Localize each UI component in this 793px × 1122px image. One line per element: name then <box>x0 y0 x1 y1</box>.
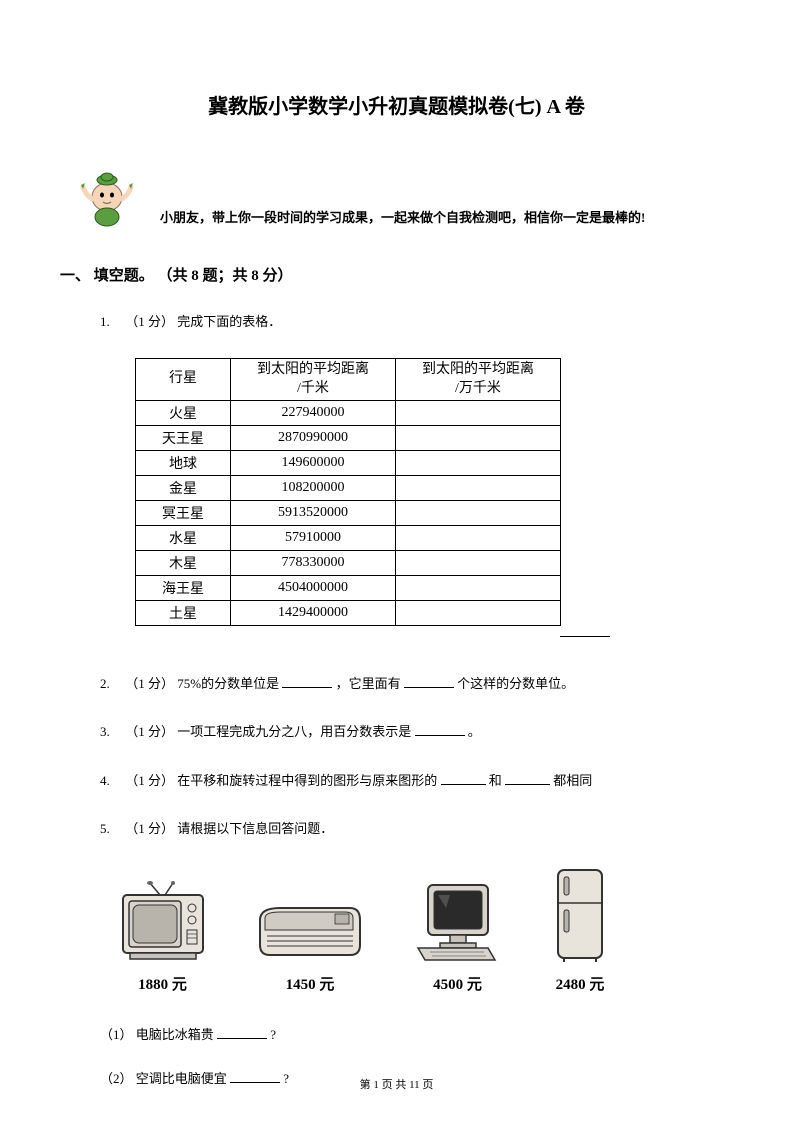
table-row: 冥王星5913520000 <box>136 500 561 525</box>
ac-price: 1450 元 <box>286 973 335 994</box>
sq1-text-a: 电脑比冰箱贵 <box>136 1027 214 1042</box>
table-trailing-blank <box>560 636 610 637</box>
blank-input[interactable] <box>404 674 454 688</box>
th-wkm: 到太阳的平均距离 /万千米 <box>396 359 561 400</box>
q4-text-c: 都相同 <box>553 773 592 788</box>
table-row: 水星57910000 <box>136 525 561 550</box>
q5-points: （1 分） <box>125 821 174 836</box>
q5-num: 5. <box>100 817 122 840</box>
tv-price: 1880 元 <box>138 973 187 994</box>
pc-icon <box>410 880 505 965</box>
product-row: 1880 元 1450 元 4500 元 <box>115 865 723 994</box>
fridge-icon <box>550 865 610 965</box>
blank-input[interactable] <box>505 771 550 785</box>
table-row: 地球149600000 <box>136 450 561 475</box>
q4-num: 4. <box>100 769 122 792</box>
question-5: 5. （1 分） 请根据以下信息回答问题． <box>100 817 723 840</box>
q2-text-b: ，它里面有 <box>336 676 401 691</box>
sq1-label: （1） <box>100 1027 133 1042</box>
mascot-icon <box>80 169 135 229</box>
planet-table: 行星 到太阳的平均距离 /千米 到太阳的平均距离 /万千米 火星22794000… <box>135 358 561 625</box>
q1-points: （1 分） <box>125 314 174 329</box>
q1-text: 完成下面的表格． <box>177 314 281 329</box>
section-heading: 一、 填空题。 （共 8 题；共 8 分） <box>60 264 723 285</box>
question-3: 3. （1 分） 一项工程完成九分之八，用百分数表示是 。 <box>100 720 723 743</box>
intro-row: 小朋友，带上你一段时间的学习成果，一起来做个自我检测吧，相信你一定是最棒的! <box>70 169 723 229</box>
q3-text-a: 一项工程完成九分之八，用百分数表示是 <box>177 724 411 739</box>
tv-icon <box>115 880 210 965</box>
sq1-text-b: ? <box>270 1027 276 1042</box>
q2-num: 2. <box>100 672 122 695</box>
blank-input[interactable] <box>415 722 465 736</box>
th-km: 到太阳的平均距离 /千米 <box>231 359 396 400</box>
q3-text-b: 。 <box>468 724 481 739</box>
blank-input[interactable] <box>217 1025 267 1039</box>
table-row: 土星1429400000 <box>136 600 561 625</box>
q4-text-b: 和 <box>489 773 502 788</box>
q3-points: （1 分） <box>125 724 174 739</box>
product-fridge: 2480 元 <box>550 865 610 994</box>
product-ac: 1450 元 <box>255 900 365 994</box>
q3-num: 3. <box>100 720 122 743</box>
q4-text-a: 在平移和旋转过程中得到的图形与原来图形的 <box>177 773 437 788</box>
sub-question-1: （1） 电脑比冰箱贵 ? <box>100 1024 723 1043</box>
question-1: 1. （1 分） 完成下面的表格． <box>100 310 723 333</box>
question-4: 4. （1 分） 在平移和旋转过程中得到的图形与原来图形的 和 都相同 <box>100 769 723 792</box>
q2-text-c: 个这样的分数单位。 <box>457 676 574 691</box>
blank-input[interactable] <box>282 674 332 688</box>
page-footer: 第 1 页 共 11 页 <box>0 1076 793 1092</box>
fridge-price: 2480 元 <box>556 973 605 994</box>
q2-points: （1 分） <box>125 676 174 691</box>
ac-icon <box>255 900 365 965</box>
table-row: 天王星2870990000 <box>136 425 561 450</box>
product-pc: 4500 元 <box>410 880 505 994</box>
th-planet: 行星 <box>136 359 231 400</box>
q4-points: （1 分） <box>125 773 174 788</box>
table-row: 火星227940000 <box>136 400 561 425</box>
q2-text-a: 75%的分数单位是 <box>177 676 279 691</box>
product-tv: 1880 元 <box>115 880 210 994</box>
pc-price: 4500 元 <box>433 973 482 994</box>
q5-text: 请根据以下信息回答问题． <box>177 821 333 836</box>
page-title: 冀教版小学数学小升初真题模拟卷(七) A 卷 <box>70 90 723 119</box>
intro-text: 小朋友，带上你一段时间的学习成果，一起来做个自我检测吧，相信你一定是最棒的! <box>160 208 645 229</box>
table-row: 木星778330000 <box>136 550 561 575</box>
table-row: 金星108200000 <box>136 475 561 500</box>
question-2: 2. （1 分） 75%的分数单位是 ，它里面有 个这样的分数单位。 <box>100 672 723 695</box>
table-row: 海王星4504000000 <box>136 575 561 600</box>
q1-num: 1. <box>100 310 122 333</box>
blank-input[interactable] <box>441 771 486 785</box>
